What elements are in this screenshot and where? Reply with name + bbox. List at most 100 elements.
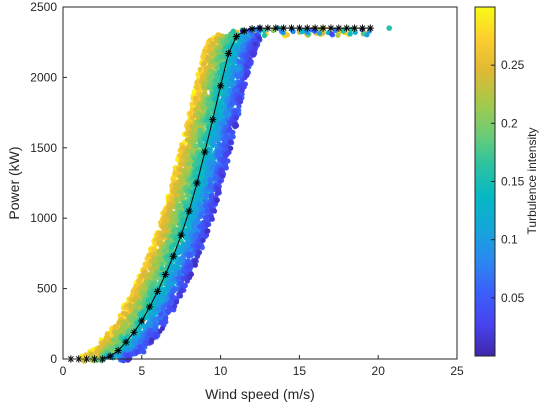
colorbar-tick-label: 0.2	[501, 116, 518, 130]
scatter-point	[203, 66, 209, 72]
power-curve-marker	[114, 346, 122, 355]
scatter-point	[208, 203, 214, 209]
scatter-point	[209, 165, 215, 171]
scatter-point	[194, 253, 200, 259]
scatter-point	[206, 117, 212, 123]
scatter-point	[218, 54, 224, 60]
colorbar-ticks: 0.05 0.1 0.15 0.2 0.25	[491, 58, 525, 305]
scatter-point	[278, 28, 284, 34]
scatter-point	[141, 349, 147, 355]
scatter-point	[223, 165, 229, 171]
scatter-point	[191, 89, 197, 95]
scatter-point	[167, 300, 173, 306]
scatter-point	[237, 59, 243, 65]
scatter-point	[159, 325, 165, 331]
scatter-point	[244, 63, 250, 69]
scatter-point	[233, 115, 239, 121]
power-curve-marker	[153, 287, 162, 296]
scatter-point	[161, 303, 168, 309]
scatter-point	[133, 294, 139, 300]
x-tick-label: 20	[372, 364, 386, 378]
x-axis: 0 5 10 15 20 25	[60, 355, 464, 378]
power-curve-marker	[248, 25, 256, 33]
scatter-point	[238, 99, 244, 105]
scatter-point	[131, 334, 137, 340]
x-tick-label: 25	[450, 364, 464, 378]
scatter-point	[145, 321, 151, 327]
scatter-point	[129, 303, 135, 309]
scatter-point	[186, 161, 192, 167]
scatter-point	[244, 72, 250, 78]
scatter-point	[129, 323, 135, 330]
colorbar-tick-label: 0.15	[501, 175, 525, 189]
scatter-point	[214, 197, 220, 204]
scatter-point	[180, 161, 186, 167]
y-tick-label: 1500	[30, 141, 57, 155]
x-tick-label: 10	[214, 364, 228, 378]
power-curve-marker	[130, 328, 138, 336]
colorbar-tick-label: 0.05	[501, 291, 525, 305]
scatter-point	[232, 109, 238, 115]
scatter-point	[196, 244, 202, 250]
scatter-point	[204, 209, 210, 215]
scatter-point	[173, 299, 180, 305]
power-curve-marker	[327, 24, 335, 32]
scatter-point	[223, 90, 229, 96]
power-curve-marker	[311, 24, 319, 32]
scatter-point	[163, 315, 169, 321]
x-axis-label: Wind speed (m/s)	[205, 386, 315, 402]
scatter-point	[148, 266, 154, 272]
scatter-point	[119, 335, 125, 341]
scatter-point	[220, 40, 226, 46]
power-curve-marker	[335, 24, 343, 32]
scatter-point	[197, 153, 203, 159]
scatter-point	[214, 57, 220, 64]
scatter-point	[329, 31, 335, 37]
x-tick-label: 15	[293, 364, 307, 378]
scatter-point	[139, 309, 145, 315]
scatter-point	[169, 293, 175, 299]
power-curve-marker	[280, 24, 288, 32]
scatter-point	[205, 102, 211, 108]
scatter-point	[94, 349, 100, 355]
scatter-point	[218, 167, 224, 173]
scatter-point	[132, 316, 138, 322]
scatter-point	[172, 227, 178, 233]
scatter-point	[230, 28, 236, 34]
scatter-point	[183, 200, 189, 206]
scatter-point	[161, 248, 167, 254]
power-curve-marker	[366, 24, 374, 32]
power-curve-marker	[224, 49, 233, 58]
scatter-point	[256, 35, 262, 42]
scatter-point	[119, 325, 125, 331]
scatter-point	[152, 333, 158, 339]
scatter-point	[202, 48, 208, 54]
scatter-point	[134, 349, 140, 355]
scatter-point	[215, 127, 221, 133]
scatter-point	[204, 221, 210, 227]
scatter-point	[200, 237, 206, 243]
scatter-point	[188, 271, 194, 277]
y-axis-label: Power (kW)	[6, 146, 22, 219]
scatter-point	[247, 56, 253, 62]
scatter-point	[207, 37, 213, 43]
scatter-point	[210, 41, 216, 47]
y-tick-label: 500	[37, 282, 57, 296]
scatter-point	[180, 194, 186, 200]
power-curve-marker	[256, 24, 264, 32]
power-curve-marker	[138, 317, 146, 325]
y-tick-label: 0	[50, 352, 57, 366]
scatter-point	[139, 290, 145, 296]
scatter-point	[137, 344, 143, 350]
scatter-point	[229, 100, 235, 106]
scatter-point	[215, 137, 221, 143]
scatter-point	[177, 293, 184, 299]
scatter-point	[217, 178, 223, 184]
scatter-point	[203, 214, 209, 220]
scatter-point	[225, 150, 231, 156]
scatter-point	[194, 84, 200, 91]
scatter-point	[167, 210, 173, 216]
scatter-point	[233, 123, 240, 129]
scatter-point	[133, 308, 139, 314]
scatter-point	[127, 314, 133, 320]
